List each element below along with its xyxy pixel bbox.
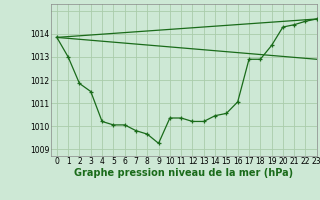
X-axis label: Graphe pression niveau de la mer (hPa): Graphe pression niveau de la mer (hPa) <box>75 168 293 178</box>
